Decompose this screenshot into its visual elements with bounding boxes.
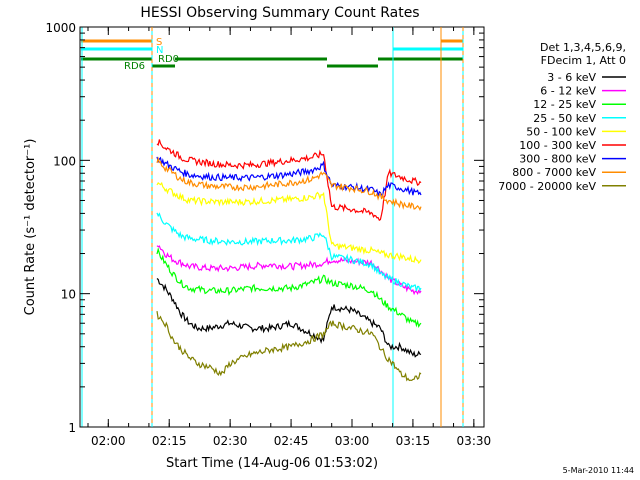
flag-label-rd0: RD0 xyxy=(158,54,179,65)
x-tick-label-2: 02:30 xyxy=(213,434,248,448)
legend: Det 1,3,4,5,6,9, FDecim 1, Att 0 3 - 6 k… xyxy=(498,41,626,193)
legend-header-line-2: FDecim 1, Att 0 xyxy=(541,54,626,67)
legend-label-3: 25 - 50 keV xyxy=(533,112,596,125)
y-tick-label-2: 100 xyxy=(53,154,76,168)
x-axis-label: Start Time (14-Aug-06 01:53:02) xyxy=(166,456,378,471)
y-axis: 1 10 100 1000 xyxy=(45,21,484,435)
x-tick-label-3: 02:45 xyxy=(274,434,309,448)
y-tick-label-3: 1000 xyxy=(45,21,76,35)
chart-title: HESSI Observing Summary Count Rates xyxy=(140,5,419,21)
legend-label-5: 100 - 300 keV xyxy=(519,139,596,152)
legend-label-0: 3 - 6 keV xyxy=(547,71,596,84)
y-tick-label-1: 10 xyxy=(61,288,76,302)
flag-label-rd6: RD6 xyxy=(124,61,145,72)
x-tick-label-5: 03:15 xyxy=(396,434,431,448)
series-line-2 xyxy=(156,247,422,329)
series-line-3 xyxy=(156,212,422,292)
legend-label-6: 300 - 800 keV xyxy=(519,153,596,166)
series-line-4 xyxy=(156,181,422,264)
legend-label-7: 800 - 7000 keV xyxy=(512,166,596,179)
x-axis: 02:00 02:15 02:30 02:45 03:00 03:15 03:30 xyxy=(87,27,492,448)
x-tick-label-1: 02:15 xyxy=(152,434,187,448)
legend-header-line-1: Det 1,3,4,5,6,9, xyxy=(540,41,626,54)
flag-label-s: S xyxy=(156,37,162,48)
plot-area-frame xyxy=(79,26,485,428)
x-tick-label-4: 03:00 xyxy=(335,434,370,448)
legend-label-2: 12 - 25 keV xyxy=(533,98,596,111)
series-line-5 xyxy=(156,139,422,222)
legend-label-4: 50 - 100 keV xyxy=(526,125,596,138)
footer-timestamp: 5-Mar-2010 11:44 xyxy=(563,466,634,475)
y-axis-label: Count Rate (s⁻¹ detector⁻¹) xyxy=(23,139,38,316)
y-tick-label-0: 1 xyxy=(68,421,76,435)
series-line-7 xyxy=(156,156,422,211)
series-line-8 xyxy=(156,311,422,382)
series-line-0 xyxy=(156,278,422,358)
marker-lines xyxy=(81,27,464,427)
series-line-1 xyxy=(156,245,422,296)
legend-label-1: 6 - 12 keV xyxy=(540,85,596,98)
series-group xyxy=(156,139,422,382)
series-line-6 xyxy=(156,156,422,197)
x-tick-label-0: 02:00 xyxy=(91,434,126,448)
flag-bars: S N RD0 RD6 xyxy=(81,37,463,72)
x-tick-label-6: 03:30 xyxy=(457,434,492,448)
flag-label-n: N xyxy=(156,45,163,56)
legend-label-8: 7000 - 20000 keV xyxy=(498,180,596,193)
